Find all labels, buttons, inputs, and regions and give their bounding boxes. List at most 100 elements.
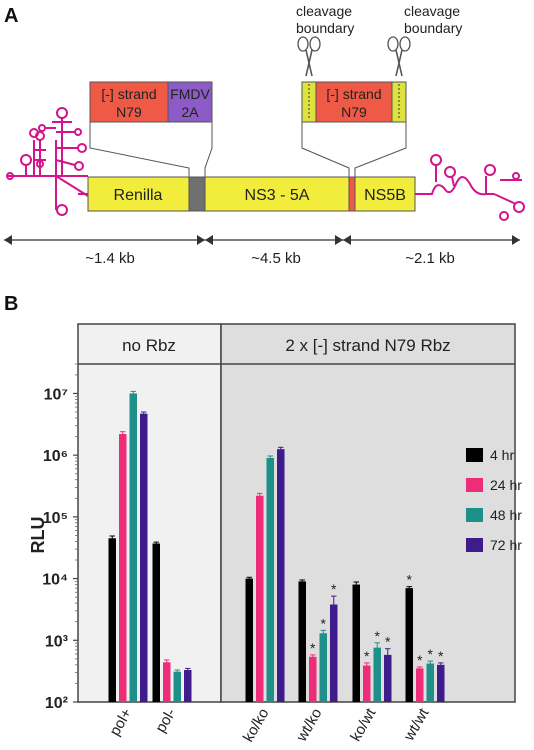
bar: [256, 495, 264, 702]
x-tick-label: pol+: [106, 705, 135, 739]
significance-star: *: [428, 646, 434, 662]
bar: [426, 663, 434, 702]
panel-b-letter: B: [4, 293, 18, 315]
significance-star: *: [331, 581, 337, 597]
legend: 4 hr 24 hr 48 hr 72 hr: [466, 447, 522, 553]
bar: [405, 588, 413, 702]
renilla-segment: [87, 176, 190, 212]
left-insert-fmdv-box: [167, 81, 213, 123]
significance-star: *: [438, 648, 444, 664]
bar: [266, 457, 274, 702]
y-tick-label: 10⁴: [42, 572, 68, 589]
bar: [277, 449, 285, 702]
left-insert-label-2: N79: [116, 104, 142, 120]
header-no-rbz: no Rbz: [122, 336, 176, 355]
bar: [245, 578, 253, 702]
arrow-right-icon: [512, 235, 520, 245]
y-tick-label: 10³: [45, 633, 68, 650]
cleavage-label-right-1: cleavage: [404, 3, 460, 19]
ns5b-segment: [354, 176, 416, 212]
significance-star: *: [321, 615, 327, 631]
genome-map: Renilla NS3 - 5A NS5B: [78, 176, 416, 212]
scissors-icon: [297, 36, 321, 77]
arrow-left-icon: [205, 235, 213, 245]
legend-swatch: [466, 508, 483, 522]
left-insert-label-1: [-] strand: [101, 86, 156, 102]
cleavage-label-left-1: cleavage: [296, 3, 352, 19]
x-tick-label: wt/ko: [293, 706, 326, 746]
right-insert-label-2: N79: [341, 104, 367, 120]
ribozyme-insert-segment: [348, 176, 356, 212]
bar: [119, 434, 127, 702]
arrow-left-icon: [343, 235, 351, 245]
arrow-right-icon: [197, 235, 205, 245]
bar: [437, 664, 445, 702]
bar: [163, 662, 171, 702]
y-tick-label: 10⁵: [43, 510, 68, 527]
bar: [363, 665, 371, 702]
legend-label: 4 hr: [490, 447, 514, 463]
arrow-right-icon: [335, 235, 343, 245]
size-scale: ~1.4 kb ~4.5 kb ~2.1 kb: [4, 235, 520, 267]
significance-star: *: [364, 648, 370, 664]
left-insert: [-] strand N79 FMDV 2A: [89, 81, 213, 177]
legend-label: 48 hr: [490, 507, 522, 523]
panel-no-rbz-bg: [77, 323, 222, 703]
x-tick-label: ko/wt: [347, 705, 380, 745]
right-insert-connector-right: [354, 122, 407, 177]
x-tick-label: wt/wt: [400, 705, 433, 745]
y-tick-label: 10²: [45, 695, 68, 712]
y-tick-label: 10⁷: [44, 386, 68, 403]
cleavage-label-right-2: boundary: [404, 20, 462, 36]
three-prime-utr-structure: [415, 154, 525, 221]
bar: [184, 670, 192, 702]
bar: [384, 654, 392, 702]
fmdv-label-2: 2A: [181, 104, 199, 120]
right-insert: [-] strand N79: [301, 81, 407, 177]
size-label-ns5b: ~2.1 kb: [405, 250, 455, 267]
five-prime-utr-structure: [6, 107, 89, 216]
left-insert-n79-box: [89, 81, 169, 123]
significance-star: *: [385, 634, 391, 650]
segment-label-renilla: Renilla: [114, 187, 163, 204]
legend-swatch: [466, 448, 483, 462]
size-label-renilla: ~1.4 kb: [85, 250, 135, 267]
size-label-ns3-5a: ~4.5 kb: [251, 250, 301, 267]
x-tick-label: pol-: [152, 705, 179, 735]
y-axis-label: RLU: [28, 517, 48, 554]
left-insert-connector-right: [204, 122, 213, 177]
y-axis: 10² 10³ 10⁴ 10⁵ 10⁶ 10⁷: [42, 363, 78, 712]
header-rbz: 2 x [-] strand N79 Rbz: [285, 336, 450, 355]
bar: [298, 581, 306, 702]
bar: [416, 668, 424, 702]
x-axis-labels: pol+ pol-ko/ko wt/ko ko/wt wt/wt: [106, 705, 433, 745]
panel-a-letter: A: [4, 5, 18, 27]
bar: [373, 647, 381, 702]
segment-label-ns5b: NS5B: [364, 187, 406, 204]
fmdv-segment: [188, 176, 206, 212]
cleavage-label-left-2: boundary: [296, 20, 354, 36]
bar: [140, 413, 148, 702]
legend-swatch: [466, 478, 483, 492]
bar: [108, 538, 116, 702]
bar: [309, 656, 317, 702]
segment-label-ns3-5a: NS3 - 5A: [245, 187, 310, 204]
significance-star: *: [310, 640, 316, 656]
bar: [319, 633, 327, 702]
right-insert-n79-box: [315, 81, 393, 123]
arrow-left-icon: [4, 235, 12, 245]
legend-swatch: [466, 538, 483, 552]
bar: [330, 604, 338, 702]
legend-label: 24 hr: [490, 477, 522, 493]
right-insert-connector-left: [301, 122, 350, 177]
y-tick-label: 10⁶: [43, 448, 68, 465]
cleavage-annotations: cleavage boundary cleavage boundary: [296, 3, 462, 77]
left-insert-connector-left: [89, 122, 190, 177]
significance-star: *: [417, 652, 423, 668]
scissors-icon: [387, 36, 411, 77]
legend-label: 72 hr: [490, 537, 522, 553]
right-insert-label-1: [-] strand: [326, 86, 381, 102]
significance-star: *: [375, 628, 381, 644]
bar: [173, 671, 181, 702]
